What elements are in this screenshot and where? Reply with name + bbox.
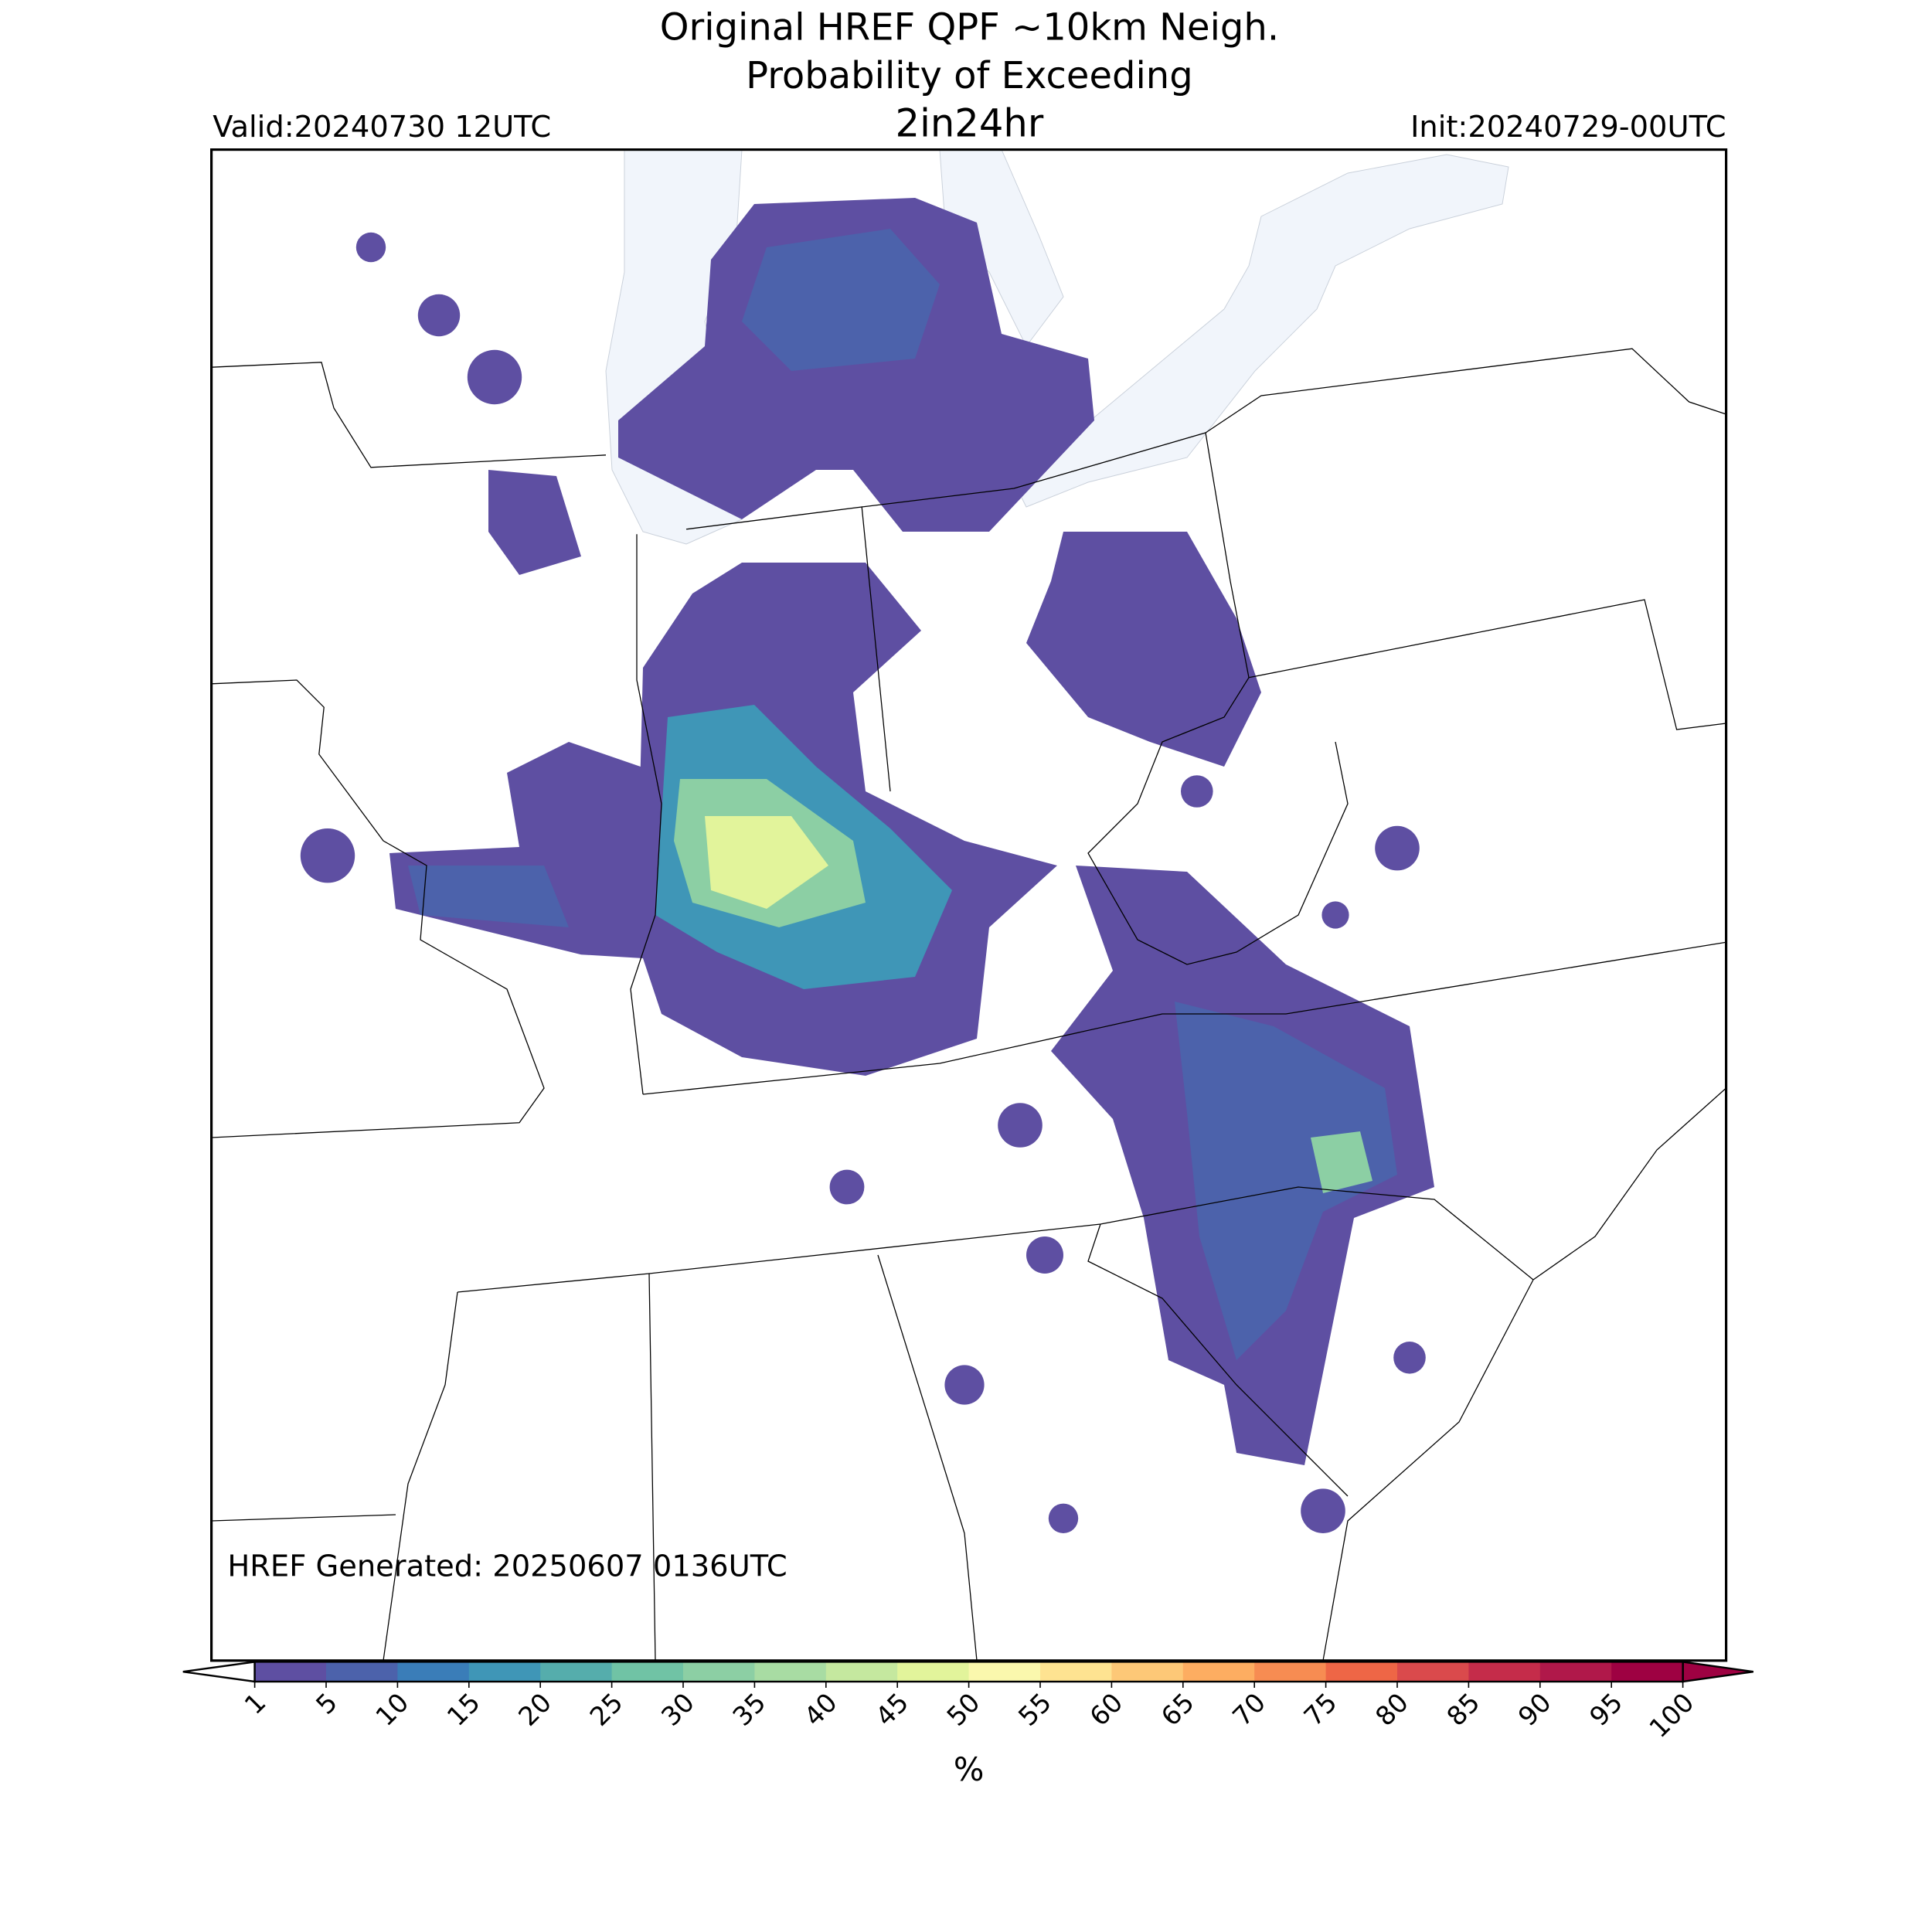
colorbar-tick-label: 40: [798, 1687, 843, 1732]
colorbar-over: [1682, 1661, 1753, 1683]
colorbar-segment: [1468, 1662, 1541, 1682]
blobs: [300, 198, 1434, 1533]
colorbar-segment: [254, 1662, 327, 1682]
generated-time: HREF Generated: 20250607 0136UTC: [227, 1549, 787, 1583]
colorbar-tick-label: 95: [1583, 1687, 1628, 1732]
colorbar-tick-label: 20: [512, 1687, 557, 1732]
colorbar-segment: [1397, 1662, 1469, 1682]
colorbar: 1 5 10 15 20 25 30 35 40 45 50 55 60 65 70 75 80 85 90 95 10…: [182, 1661, 1753, 1788]
colorbar-segment: [1611, 1662, 1684, 1682]
title-line: Original HREF QPF ~10km Neigh.: [660, 5, 1279, 49]
colorbar-tick-label: 5: [310, 1687, 343, 1720]
colorbar-tick-label: 35: [727, 1687, 772, 1732]
colorbar-tick-label: 100: [1644, 1687, 1700, 1743]
colorbar-tick-label: 45: [869, 1687, 914, 1732]
colorbar-tick-label: 50: [941, 1687, 986, 1732]
threshold: 2in24hr: [896, 101, 1044, 146]
colorbar-tick-label: 85: [1441, 1687, 1486, 1732]
colorbar-segment: [326, 1662, 398, 1682]
colorbar-segment: [825, 1662, 898, 1682]
colorbar-segment: [1325, 1662, 1398, 1682]
colorbar-segment: [754, 1662, 827, 1682]
colorbar-segment: [968, 1662, 1041, 1682]
colorbar-under: [182, 1661, 256, 1683]
colorbar-tick-label: 1: [239, 1687, 272, 1720]
colorbar-segment: [1040, 1662, 1112, 1682]
colorbar-tick-label: 80: [1369, 1687, 1414, 1732]
colorbar-segment: [1539, 1662, 1612, 1682]
colorbar-tick-label: 10: [370, 1687, 415, 1732]
colorbar-tick-label: 70: [1226, 1687, 1271, 1732]
title-line: Probability of Exceeding: [746, 54, 1193, 97]
colorbar-segment: [397, 1662, 470, 1682]
init-time: Init:20240729-00UTC: [1410, 110, 1726, 145]
colorbar-tick-label: 55: [1012, 1687, 1057, 1732]
colorbar-segment: [540, 1662, 613, 1682]
colorbar-tick-label: 65: [1155, 1687, 1200, 1732]
colorbar-tick-label: 60: [1084, 1687, 1129, 1732]
lake: [1013, 154, 1509, 508]
colorbar-tick-label: 15: [441, 1687, 486, 1732]
colorbar-label: %: [954, 1750, 985, 1788]
map-frame: [210, 148, 1728, 1662]
colorbar-segment: [897, 1662, 970, 1682]
valid-time: Valid:20240730 12UTC: [213, 110, 551, 145]
boundaries: [211, 348, 1726, 1661]
colorbar-segment: [611, 1662, 684, 1682]
map: HREF Generated: 20250607 0136UTC: [210, 148, 1728, 1662]
colorbar-segment: [1182, 1662, 1255, 1682]
colorbar-tick-label: 90: [1512, 1687, 1557, 1732]
colorbar-tick-label: 75: [1298, 1687, 1343, 1732]
colorbar-segment: [1111, 1662, 1184, 1682]
colorbar-tick-label: 25: [584, 1687, 629, 1732]
colorbar-segment: [468, 1662, 541, 1682]
colorbar-segment: [683, 1662, 755, 1682]
colorbar-tick-label: 30: [655, 1687, 700, 1732]
colorbar-segment: [1254, 1662, 1327, 1682]
